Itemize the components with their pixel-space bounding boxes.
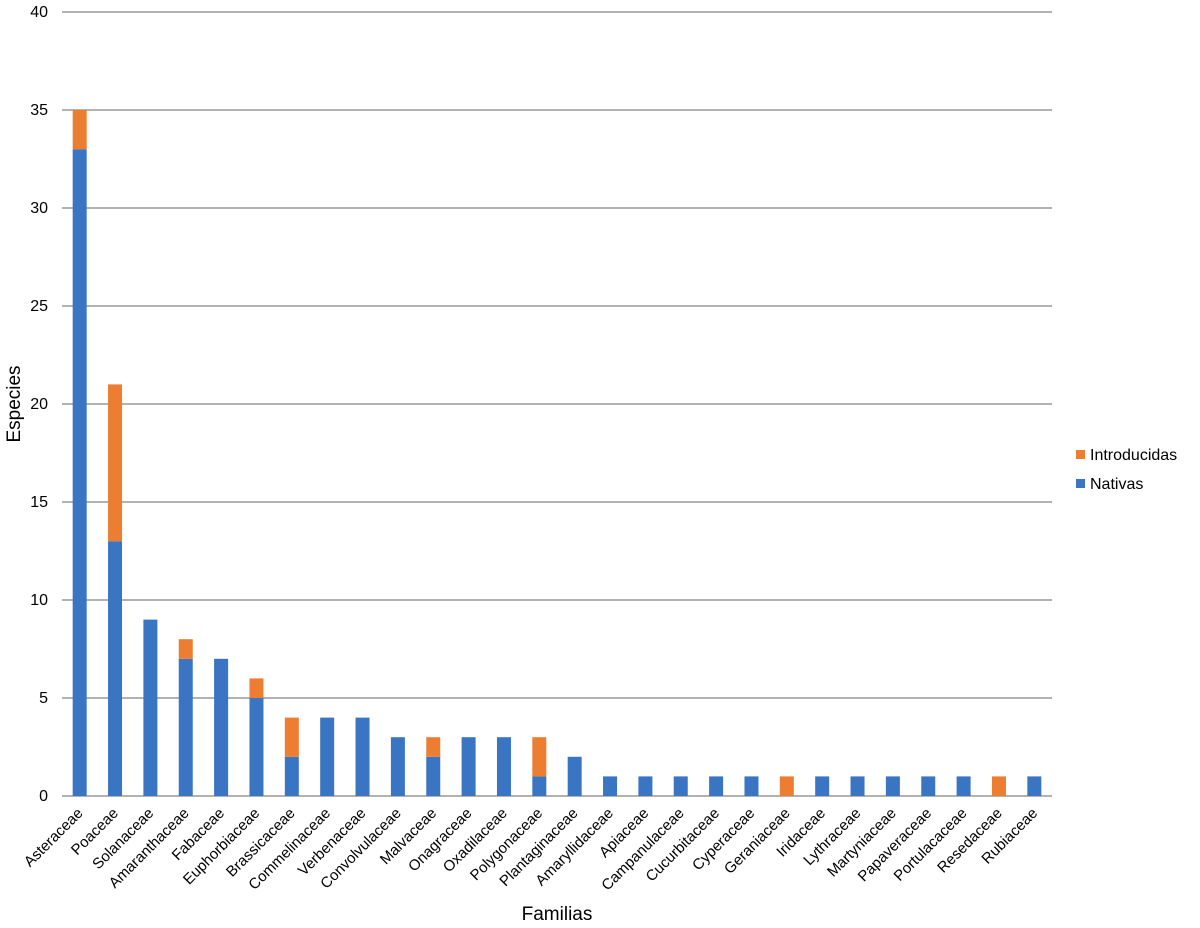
bar-segment: [921, 776, 936, 796]
bar-segment: [214, 658, 229, 796]
bar-segment: [603, 776, 618, 796]
bar-segment: [143, 619, 158, 796]
bar-segment: [72, 110, 87, 150]
bar-segment: [815, 776, 830, 796]
bar-segment: [249, 698, 264, 796]
y-tick-label: 10: [30, 592, 48, 609]
bar-segment: [284, 717, 299, 757]
bar-segment: [320, 717, 335, 796]
bar-segment: [355, 717, 370, 796]
y-tick-label: 30: [30, 200, 48, 217]
y-tick-label: 0: [39, 788, 48, 805]
legend-label: Nativas: [1090, 476, 1143, 493]
bar-segment: [108, 384, 123, 542]
y-tick-label: 40: [30, 4, 48, 21]
y-tick-label: 25: [30, 298, 48, 315]
bar-segment: [178, 658, 193, 796]
y-tick-label: 20: [30, 396, 48, 413]
bar-segment: [496, 737, 511, 796]
bar-segment: [532, 776, 547, 796]
bar-segment: [249, 678, 264, 698]
legend-label: Introducidas: [1090, 447, 1177, 464]
bar-segment: [956, 776, 971, 796]
bar-segment: [638, 776, 653, 796]
bar-segment: [108, 541, 123, 796]
bar-segment: [390, 737, 405, 796]
y-axis-title: Especies: [4, 365, 25, 442]
bar-segment: [1027, 776, 1042, 796]
bar-segment: [426, 737, 441, 757]
bar-segment: [72, 149, 87, 796]
y-tick-label: 35: [30, 102, 48, 119]
bar-segment: [779, 776, 794, 796]
bar-segment: [744, 776, 759, 796]
bar-segment: [709, 776, 724, 796]
bar-segment: [567, 756, 582, 796]
bar-segment: [461, 737, 476, 796]
bar-segment: [673, 776, 688, 796]
y-tick-label: 15: [30, 494, 48, 511]
legend-swatch: [1076, 450, 1085, 459]
y-tick-label: 5: [39, 690, 48, 707]
x-axis-title: Familias: [522, 904, 593, 925]
bar-segment: [885, 776, 900, 796]
bar-segment: [284, 756, 299, 796]
legend-swatch: [1076, 479, 1085, 488]
bar-segment: [426, 756, 441, 796]
bar-segment: [178, 639, 193, 659]
bar-segment: [991, 776, 1006, 796]
bar-segment: [532, 737, 547, 777]
bar-segment: [850, 776, 865, 796]
